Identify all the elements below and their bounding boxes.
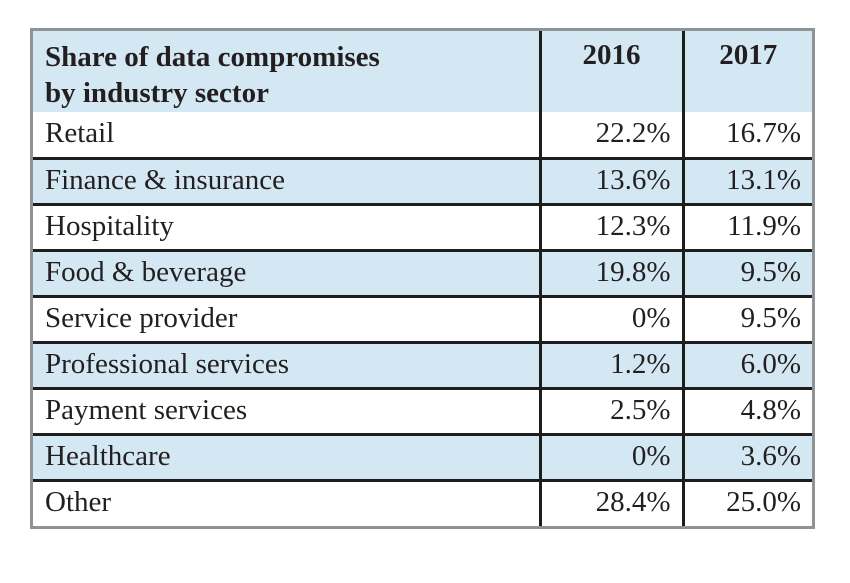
sector-cell: Food & beverage [33,248,542,298]
value-cell-2017: 16.7% [681,112,812,160]
sector-cell: Retail [33,112,542,160]
value-cell-2017: 11.9% [681,202,812,252]
table-row: Professional services 1.2% 6.0% [33,340,812,390]
col-header-2017: 2017 [681,31,812,112]
sector-cell: Finance & insurance [33,156,542,206]
value-cell-2016: 22.2% [538,112,685,160]
value-cell-2016: 1.2% [538,340,685,390]
table-row: Retail 22.2% 16.7% [33,112,812,160]
value-cell-2016: 28.4% [538,478,685,526]
value-cell-2017: 6.0% [681,340,812,390]
sector-cell: Other [33,478,542,526]
table-row: Healthcare 0% 3.6% [33,432,812,482]
value-cell-2017: 25.0% [681,478,812,526]
sector-cell: Professional services [33,340,542,390]
value-cell-2017: 4.8% [681,386,812,436]
header-row: Share of data compromises by industry se… [33,31,812,112]
value-cell-2016: 2.5% [538,386,685,436]
table-row: Food & beverage 19.8% 9.5% [33,248,812,298]
data-compromises-table: Share of data compromises by industry se… [33,31,812,526]
sector-cell: Service provider [33,294,542,344]
value-cell-2016: 13.6% [538,156,685,206]
value-cell-2017: 9.5% [681,248,812,298]
table-row: Finance & insurance 13.6% 13.1% [33,156,812,206]
table-frame: Share of data compromises by industry se… [30,28,815,529]
table-title: Share of data compromises by industry se… [33,31,542,112]
value-cell-2017: 9.5% [681,294,812,344]
value-cell-2016: 19.8% [538,248,685,298]
table-row: Payment services 2.5% 4.8% [33,386,812,436]
value-cell-2017: 3.6% [681,432,812,482]
col-header-2016: 2016 [538,31,685,112]
table-row: Other 28.4% 25.0% [33,478,812,526]
sector-cell: Healthcare [33,432,542,482]
sector-cell: Payment services [33,386,542,436]
table-row: Service provider 0% 9.5% [33,294,812,344]
value-cell-2016: 0% [538,432,685,482]
value-cell-2016: 12.3% [538,202,685,252]
value-cell-2017: 13.1% [681,156,812,206]
table-row: Hospitality 12.3% 11.9% [33,202,812,252]
sector-cell: Hospitality [33,202,542,252]
value-cell-2016: 0% [538,294,685,344]
